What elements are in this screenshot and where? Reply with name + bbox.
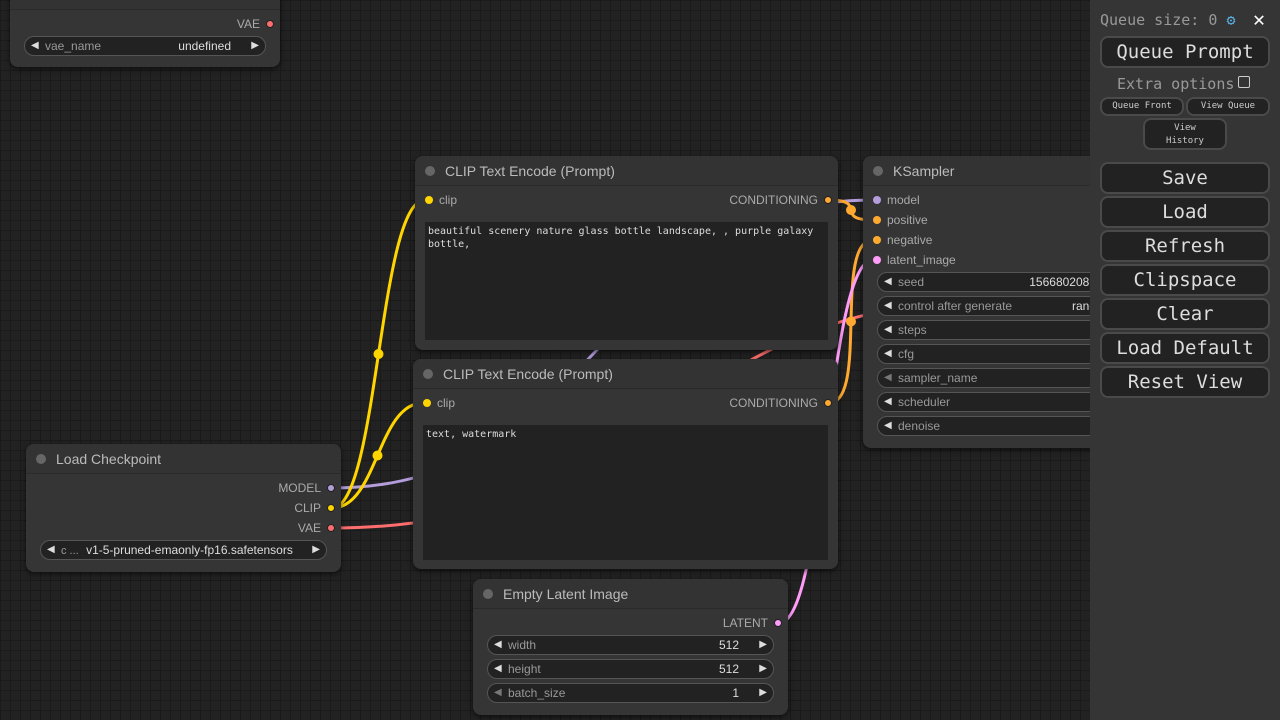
side-menu: Queue size: 0 ⚙ ✕ Queue Prompt Extra opt… — [1090, 0, 1280, 720]
widget-scheduler[interactable]: ◀ scheduler — [877, 392, 1123, 412]
node-ksampler[interactable]: KSampler model positive negative latent_… — [863, 156, 1123, 448]
output-model[interactable]: MODEL — [278, 481, 341, 495]
refresh-button[interactable]: Refresh — [1100, 230, 1270, 262]
link-conditioning-positive-midpoint[interactable] — [846, 205, 856, 215]
slot-dot[interactable] — [425, 196, 433, 204]
queue-front-button[interactable]: Queue Front — [1100, 97, 1184, 116]
settings-gear-icon[interactable]: ⚙ — [1226, 11, 1236, 29]
widget-seed[interactable]: ◀ seed 1566802087 — [877, 272, 1123, 292]
slot-dot[interactable] — [873, 256, 881, 264]
widget-width[interactable]: ◀ width 512 ▶ — [487, 635, 774, 655]
node-title[interactable]: Empty Latent Image — [473, 579, 788, 609]
right-arrow-icon[interactable]: ▶ — [759, 639, 767, 650]
slot-dot[interactable] — [327, 504, 335, 512]
link-conditioning-negative-midpoint[interactable] — [846, 316, 856, 327]
input-model[interactable]: model — [867, 193, 920, 207]
node-vae-loader[interactable]: VAE ◀ vae_name undefined ▶ — [10, 0, 280, 67]
input-clip[interactable]: clip — [419, 193, 457, 207]
right-arrow-icon[interactable]: ▶ — [759, 663, 767, 674]
link-clip-negative-midpoint[interactable] — [372, 450, 383, 461]
left-arrow-icon[interactable]: ◀ — [884, 276, 892, 287]
widget-control-after-generate[interactable]: ◀ control after generate rand — [877, 296, 1123, 316]
clipspace-button[interactable]: Clipspace — [1100, 264, 1270, 296]
slot-dot[interactable] — [327, 484, 335, 492]
input-negative[interactable]: negative — [867, 233, 932, 247]
left-arrow-icon[interactable]: ◀ — [47, 544, 55, 555]
slot-dot[interactable] — [824, 399, 832, 407]
collapse-dot[interactable] — [36, 454, 46, 464]
collapse-dot[interactable] — [483, 589, 493, 599]
collapse-dot[interactable] — [425, 166, 435, 176]
slot-dot[interactable] — [327, 524, 335, 532]
output-vae[interactable]: VAE — [237, 17, 280, 31]
collapse-dot[interactable] — [873, 166, 883, 176]
right-arrow-icon[interactable]: ▶ — [312, 544, 320, 555]
slot-dot[interactable] — [873, 216, 881, 224]
slot-dot[interactable] — [873, 196, 881, 204]
clear-button[interactable]: Clear — [1100, 298, 1270, 330]
queue-size: Queue size: 0 ⚙ — [1100, 11, 1236, 29]
input-latent-image[interactable]: latent_image — [867, 253, 956, 267]
prompt-textarea[interactable]: beautiful scenery nature glass bottle la… — [425, 222, 828, 340]
slot-dot[interactable] — [774, 619, 782, 627]
queue-prompt-button[interactable]: Queue Prompt — [1100, 36, 1270, 68]
slot-dot[interactable] — [824, 196, 832, 204]
widget-height[interactable]: ◀ height 512 ▶ — [487, 659, 774, 679]
reset-view-button[interactable]: Reset View — [1100, 366, 1270, 398]
extra-options[interactable]: Extra options — [1117, 75, 1251, 93]
node-title[interactable]: CLIP Text Encode (Prompt) — [415, 156, 838, 186]
node-load-checkpoint[interactable]: Load Checkpoint MODEL CLIP VAE ◀ c ... v1… — [26, 444, 341, 572]
node-clip-text-encode-positive[interactable]: CLIP Text Encode (Prompt) clip CONDITION… — [415, 156, 838, 350]
widget-denoise[interactable]: ◀ denoise — [877, 416, 1123, 436]
node-clip-text-encode-negative[interactable]: CLIP Text Encode (Prompt) clip CONDITION… — [413, 359, 838, 569]
output-vae[interactable]: VAE — [298, 521, 341, 535]
widget-cfg[interactable]: ◀ cfg — [877, 344, 1123, 364]
view-queue-button[interactable]: View Queue — [1186, 97, 1270, 116]
output-conditioning[interactable]: CONDITIONING — [729, 396, 838, 410]
collapse-dot[interactable] — [423, 369, 433, 379]
extra-options-checkbox[interactable] — [1238, 76, 1251, 88]
load-default-button[interactable]: Load Default — [1100, 332, 1270, 364]
widget-sampler-name[interactable]: ◀ sampler_name — [877, 368, 1123, 388]
input-positive[interactable]: positive — [867, 213, 928, 227]
widget-vae-name[interactable]: ◀ vae_name undefined ▶ — [24, 36, 266, 56]
save-button[interactable]: Save — [1100, 162, 1270, 194]
close-icon[interactable]: ✕ — [1253, 7, 1266, 31]
left-arrow-icon[interactable]: ◀ — [494, 687, 502, 698]
node-title[interactable]: Load Checkpoint — [26, 444, 341, 474]
link-clip-positive-midpoint[interactable] — [373, 349, 384, 359]
input-clip[interactable]: clip — [417, 396, 455, 410]
slot-dot[interactable] — [266, 20, 274, 28]
right-arrow-icon[interactable]: ▶ — [251, 40, 259, 51]
output-conditioning[interactable]: CONDITIONING — [729, 193, 838, 207]
load-button[interactable]: Load — [1100, 196, 1270, 228]
left-arrow-icon[interactable]: ◀ — [884, 420, 892, 431]
left-arrow-icon[interactable]: ◀ — [31, 40, 39, 51]
widget-batch-size[interactable]: ◀ batch_size 1 ▶ — [487, 683, 774, 703]
right-arrow-icon[interactable]: ▶ — [759, 687, 767, 698]
output-latent[interactable]: LATENT — [723, 616, 788, 630]
left-arrow-icon[interactable]: ◀ — [494, 639, 502, 650]
widget-ckpt-name[interactable]: ◀ c ... v1-5-pruned-emaonly-fp16.safetens… — [40, 540, 327, 560]
slot-dot[interactable] — [423, 399, 431, 407]
left-arrow-icon[interactable]: ◀ — [884, 396, 892, 407]
node-title[interactable]: KSampler — [863, 156, 1123, 186]
view-history-button[interactable]: View History — [1143, 118, 1227, 150]
node-title[interactable]: CLIP Text Encode (Prompt) — [413, 359, 838, 389]
widget-steps[interactable]: ◀ steps — [877, 320, 1123, 340]
left-arrow-icon[interactable]: ◀ — [884, 324, 892, 335]
left-arrow-icon[interactable]: ◀ — [494, 663, 502, 674]
left-arrow-icon[interactable]: ◀ — [884, 372, 892, 383]
prompt-textarea[interactable]: text, watermark — [423, 425, 828, 560]
output-clip[interactable]: CLIP — [294, 501, 341, 515]
left-arrow-icon[interactable]: ◀ — [884, 348, 892, 359]
left-arrow-icon[interactable]: ◀ — [884, 300, 892, 311]
node-empty-latent-image[interactable]: Empty Latent Image LATENT ◀ width 512 ▶ ◀ he… — [473, 579, 788, 715]
slot-dot[interactable] — [873, 236, 881, 244]
